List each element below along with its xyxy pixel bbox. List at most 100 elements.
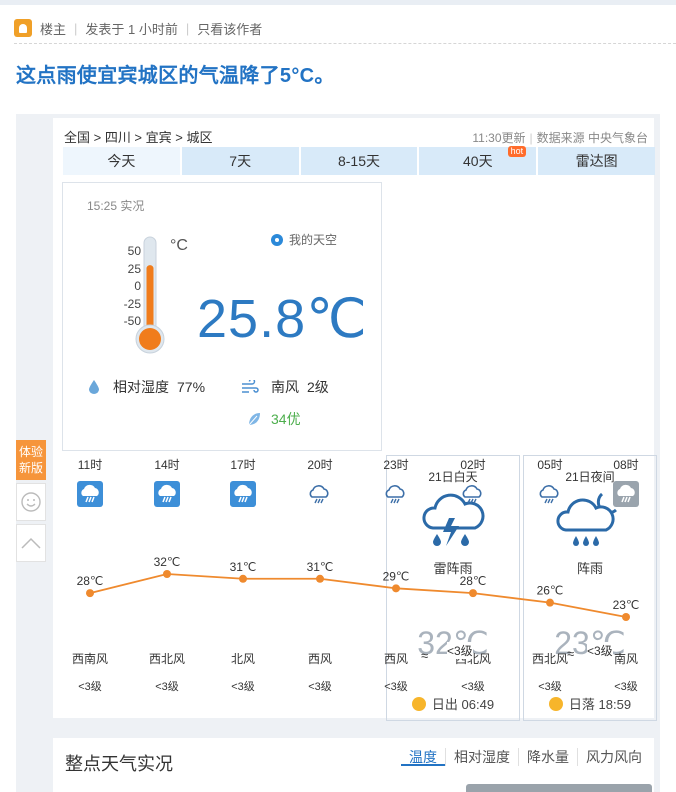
hour-label: 02时: [460, 458, 486, 472]
hour-label: 11时: [77, 458, 103, 472]
wind-direction: 西风: [383, 652, 408, 666]
temperature-label: 29℃: [383, 569, 410, 583]
tab-7days[interactable]: 7天: [181, 147, 299, 175]
try-new-version-button[interactable]: 体验新版: [16, 440, 46, 480]
my-sky-link[interactable]: 我的天空: [271, 231, 337, 248]
weather-screenshot: 体验新版 全国 > 四川 > 宜宾 > 城区 11:30更新 | 数据来源 中央气象…: [16, 114, 660, 792]
scale-tick: 50: [127, 244, 141, 258]
data-source: 数据来源 中央气象台: [536, 131, 648, 145]
wind-level: <3级: [78, 681, 102, 693]
night-wind-symbol: ≈: [567, 646, 575, 661]
hour-wind: 西南风 <3级: [60, 650, 120, 694]
hour-wind: 北风 <3级: [213, 650, 273, 694]
separator: |: [185, 20, 190, 36]
user-icon: [14, 19, 32, 37]
observation-time: 15:25 实况: [87, 199, 145, 213]
wind-direction: 西北风: [531, 652, 568, 666]
hour-label: 17时: [230, 458, 256, 472]
wind-level: 2级: [307, 379, 329, 395]
section-title: 整点天气实况: [65, 754, 173, 774]
separator: |: [74, 20, 78, 36]
thundershower-icon: [230, 481, 256, 507]
post-title: 这点雨使宜宾城区的气温降了5°C。: [16, 65, 335, 87]
sunset-time: 日落 18:59: [568, 697, 632, 712]
hour-column: 08时: [596, 454, 656, 508]
temperature-point: [86, 589, 94, 598]
temperature-label: 31℃: [230, 560, 257, 574]
day-label: 21日白天: [428, 470, 478, 484]
hour-wind: 南风 <3级: [596, 650, 656, 694]
hour-wind: 西风 <3级: [290, 650, 350, 694]
tab-8-15days[interactable]: 8-15天: [300, 147, 418, 175]
only-author-link[interactable]: 只看该作者: [197, 21, 263, 37]
hourly-forecast: 21日白天 雷阵雨 32℃ 日出 06:49 21日夜间: [53, 454, 657, 721]
hour-wind: 西北风 <3级: [137, 650, 197, 694]
temperature-point: [469, 589, 477, 598]
update-info: 11:30更新 | 数据来源 中央气象台: [472, 131, 648, 145]
tab-40days-label: 40天: [463, 153, 493, 169]
my-sky-label: 我的天空: [289, 233, 338, 247]
scroll-stub: [466, 784, 652, 792]
wind-level: <3级: [308, 681, 332, 693]
temperature-point: [392, 584, 400, 593]
tab-radar[interactable]: 雷达图: [538, 147, 655, 175]
water-drop-icon: [89, 380, 99, 394]
wind-direction: 西北风: [148, 652, 185, 666]
current-conditions-card: 15:25 实况 我的天空 50 25 0 -25 -50 °C 25.8℃ 相…: [62, 182, 382, 451]
tab-40days[interactable]: 40天 hot: [419, 146, 537, 175]
temperature-label: 23℃: [613, 598, 640, 612]
tab-today[interactable]: 今天: [63, 147, 180, 175]
hour-column: 23时: [366, 454, 426, 508]
tab-precipitation[interactable]: 降水量: [518, 748, 577, 766]
sunset-icon: [548, 696, 563, 711]
hour-label: 14时: [154, 458, 180, 472]
back-to-top-button[interactable]: [16, 524, 46, 562]
hour-label: 23时: [383, 458, 409, 472]
tab-humidity[interactable]: 相对湿度: [445, 748, 518, 766]
temperature-line: [89, 573, 627, 618]
hour-column: 20时: [290, 454, 350, 508]
sunset: 日落 18:59: [524, 694, 656, 713]
tab-temperature[interactable]: 温度: [401, 748, 445, 766]
wind-icon: [242, 380, 259, 393]
shower-icon: [539, 485, 559, 504]
tab-wind[interactable]: 风力风向: [577, 748, 650, 766]
air-quality[interactable]: 34优: [247, 409, 301, 429]
author-role: 楼主: [40, 21, 67, 37]
day-wind-symbol: ≈: [421, 648, 429, 663]
temperature-label: 26℃: [537, 584, 564, 598]
breadcrumb[interactable]: 全国 > 四川 > 宜宾 > 城区: [64, 130, 213, 145]
wind: 南风 2级: [241, 377, 329, 397]
thermometer-icon: [135, 236, 165, 354]
scale-tick: -50: [123, 314, 141, 328]
wind-level: <3级: [384, 681, 408, 693]
scale-tick: -25: [123, 296, 141, 311]
day-condition: 雷阵雨: [433, 561, 473, 576]
thunderstorm-icon: [422, 493, 485, 546]
thundershower-icon: [77, 481, 103, 507]
night-shower-icon: [556, 492, 617, 546]
temperature-point: [546, 598, 554, 607]
wind-direction: 南风: [613, 652, 638, 666]
hour-column: 05时: [520, 454, 580, 508]
feedback-button[interactable]: [16, 483, 46, 521]
chevron-up-icon: [21, 537, 41, 549]
wind-direction: 北风: [230, 652, 255, 666]
wind-level: <3级: [614, 681, 638, 693]
hour-column: 02时: [443, 454, 503, 508]
humidity-label: 相对湿度: [113, 379, 169, 395]
weather-panel: 全国 > 四川 > 宜宾 > 城区 11:30更新 | 数据来源 中央气象台 今天 …: [53, 118, 657, 721]
scale-unit: °C: [170, 237, 188, 254]
night-forecast-card: 21日夜间 阵雨 23℃ 日落 18:59: [523, 455, 657, 721]
temperature-point: [622, 613, 630, 621]
top-divider: [0, 0, 676, 5]
day-wind-level: <3级: [447, 642, 473, 659]
aqi-value: 34优: [271, 411, 301, 427]
hour-label: 20时: [307, 458, 333, 472]
side-tools: 体验新版: [16, 440, 46, 562]
hour-column: 14时: [137, 454, 197, 508]
hourly-observation-section: 整点天气实况 温度 相对湿度 降水量 风力风向: [53, 738, 654, 792]
post-meta: 楼主 | 发表于 1 小时前 | 只看该作者: [14, 17, 262, 39]
wind-level: <3级: [231, 681, 255, 693]
wind-level: <3级: [538, 681, 562, 693]
